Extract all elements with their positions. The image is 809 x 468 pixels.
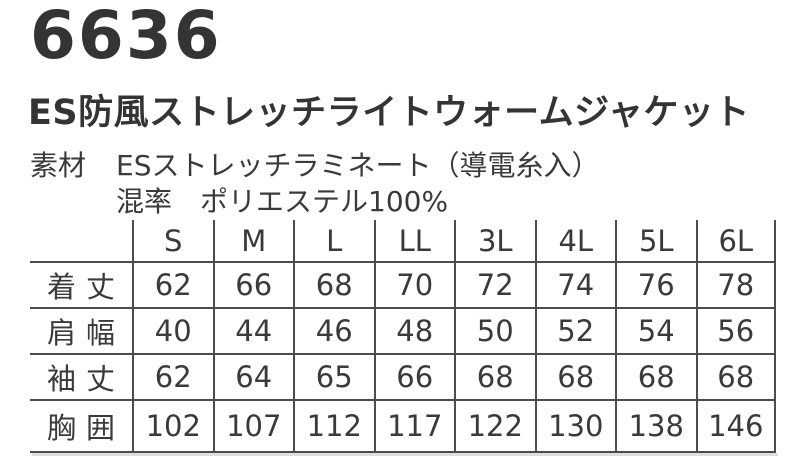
size-value-cell: 66 [212, 263, 293, 309]
size-value-cell: 68 [293, 263, 374, 309]
size-value-cell: 138 [615, 401, 696, 453]
size-value-cell: 65 [293, 355, 374, 401]
size-value-cell: 130 [534, 401, 615, 453]
size-value-cell: 66 [373, 355, 454, 401]
size-value-cell: 68 [615, 355, 696, 401]
size-value-cell: 62 [132, 263, 213, 309]
size-value-cell: 70 [373, 263, 454, 309]
size-column-header: LL [373, 220, 454, 263]
size-value-cell: 112 [293, 401, 374, 453]
size-value-cell: 44 [212, 309, 293, 355]
size-value-cell: 107 [212, 401, 293, 453]
size-column-header: 6L [695, 220, 776, 263]
material-line: 素材 ESストレッチラミネート（導電糸入） [30, 148, 599, 184]
product-code: 6636 [30, 0, 222, 74]
size-value-cell: 146 [695, 401, 776, 453]
table-row-sleeve-length: 袖丈 62 64 65 66 68 68 68 68 [30, 355, 776, 401]
table-row-shoulder-width: 肩幅 40 44 46 48 50 52 54 56 [30, 309, 776, 355]
size-column-header: S [132, 220, 213, 263]
size-value-cell: 74 [534, 263, 615, 309]
size-value-cell: 46 [293, 309, 374, 355]
size-table-header-row: S M L LL 3L 4L 5L 6L [30, 220, 776, 263]
size-value-cell: 117 [373, 401, 454, 453]
size-value-cell: 68 [534, 355, 615, 401]
size-value-cell: 78 [695, 263, 776, 309]
size-value-cell: 40 [132, 309, 213, 355]
blend-label: 混率 [116, 185, 173, 218]
size-value-cell: 68 [695, 355, 776, 401]
size-column-header: 5L [615, 220, 696, 263]
size-table-corner [30, 220, 132, 263]
size-value-cell: 76 [615, 263, 696, 309]
size-value-cell: 52 [534, 309, 615, 355]
material-label: 素材 [30, 149, 87, 182]
table-bottom-shadow [32, 453, 778, 456]
size-column-header: 4L [534, 220, 615, 263]
table-row-body-length: 着丈 62 66 68 70 72 74 76 78 [30, 263, 776, 309]
size-table: S M L LL 3L 4L 5L 6L 着丈 62 66 68 70 72 7… [30, 220, 776, 453]
row-label: 胸囲 [30, 401, 132, 453]
size-column-header: M [212, 220, 293, 263]
size-value-cell: 68 [454, 355, 535, 401]
size-value-cell: 50 [454, 309, 535, 355]
table-row-chest: 胸囲 102 107 112 117 122 130 138 146 [30, 401, 776, 453]
size-column-header: L [293, 220, 374, 263]
size-value-cell: 72 [454, 263, 535, 309]
row-label: 袖丈 [30, 355, 132, 401]
size-value-cell: 102 [132, 401, 213, 453]
size-value-cell: 48 [373, 309, 454, 355]
blend-value: ポリエステル100% [200, 185, 449, 218]
size-value-cell: 64 [212, 355, 293, 401]
size-value-cell: 54 [615, 309, 696, 355]
product-name: ES防風ストレッチライトウォームジャケット [28, 93, 750, 133]
row-label: 肩幅 [30, 309, 132, 355]
size-value-cell: 62 [132, 355, 213, 401]
size-value-cell: 56 [695, 309, 776, 355]
material-section: 素材 ESストレッチラミネート（導電糸入） 混率 ポリエステル100% [30, 148, 599, 220]
row-label: 着丈 [30, 263, 132, 309]
blend-line: 混率 ポリエステル100% [116, 184, 599, 220]
size-column-header: 3L [454, 220, 535, 263]
material-value: ESストレッチラミネート（導電糸入） [116, 149, 600, 182]
size-value-cell: 122 [454, 401, 535, 453]
